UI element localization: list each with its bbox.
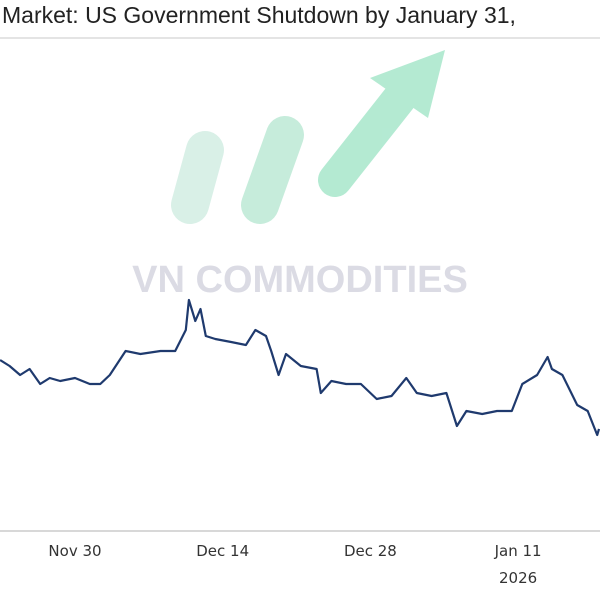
x-tick-label: Dec 28 (344, 542, 397, 560)
x-tick-label: Dec 14 (196, 542, 249, 560)
x-tick-label: Nov 30 (48, 542, 101, 560)
title-divider (0, 37, 600, 39)
x-tick-year-label: 2026 (499, 569, 537, 587)
watermark-text: VN COMMODITIES (132, 259, 468, 301)
watermark-logo: VN COMMODITIES (132, 50, 468, 301)
series-line (0, 298, 600, 437)
chart-title: Market: US Government Shutdown by Januar… (2, 2, 516, 28)
series-group (0, 298, 600, 437)
x-axis-ticks: Nov 30 Dec 14 Dec 28 Jan 11 2026 (48, 542, 541, 587)
x-tick-label: Jan 11 (494, 542, 542, 560)
